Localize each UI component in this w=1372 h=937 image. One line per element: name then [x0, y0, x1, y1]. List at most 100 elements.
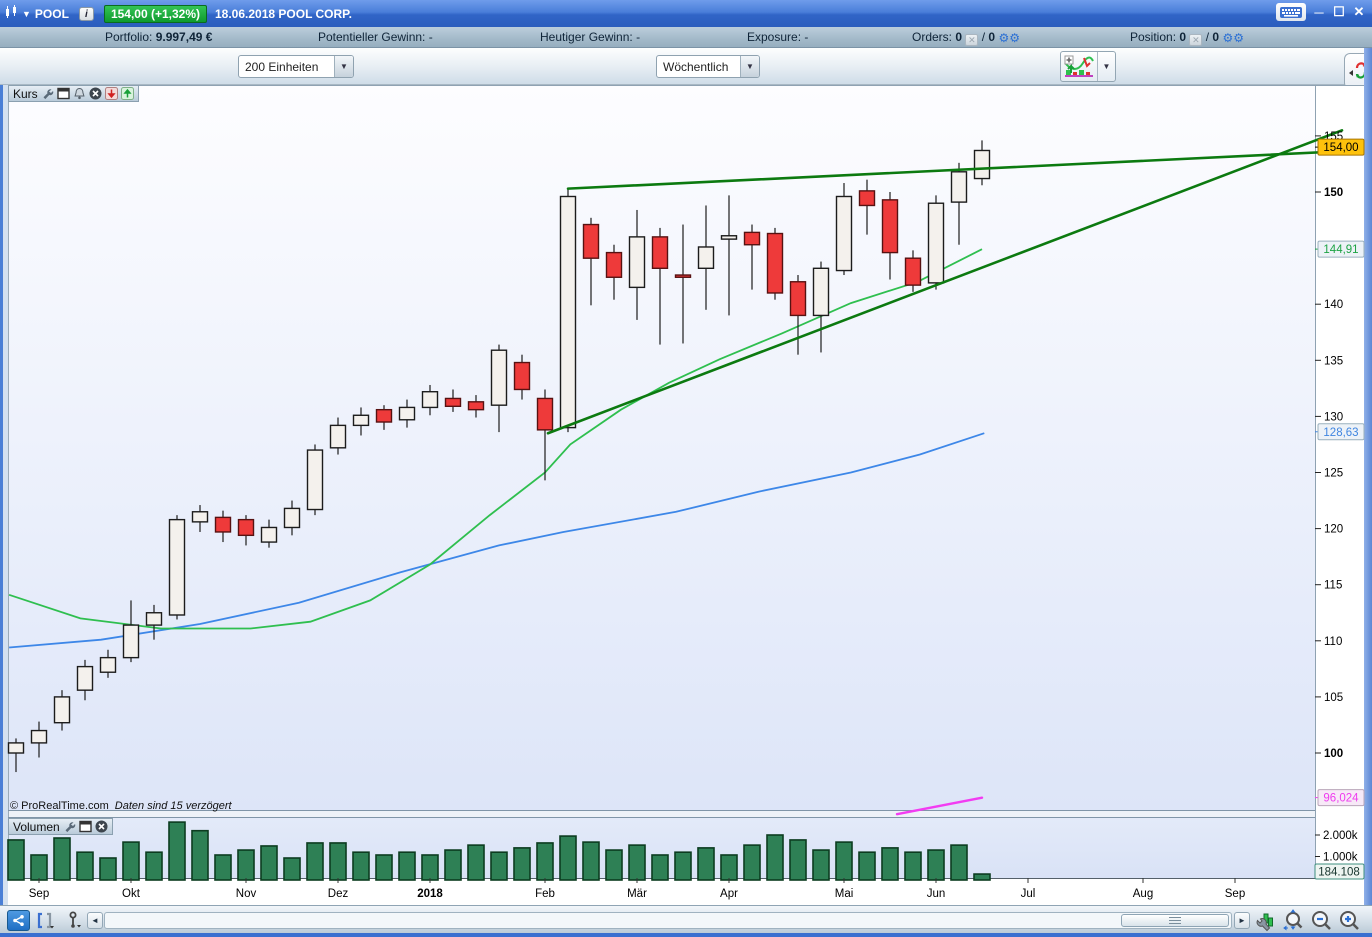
volume-bar [444, 849, 462, 881]
position-settings-gear-icon[interactable]: ⚙⚙ [1222, 31, 1244, 45]
candle-up [490, 349, 508, 406]
price-panel-header: Kurs [8, 85, 139, 102]
price-alert-bell-icon[interactable] [73, 87, 86, 100]
candle-up [720, 235, 738, 240]
candle-up [329, 424, 347, 449]
volume-bar [352, 851, 370, 881]
candle-up [973, 149, 991, 180]
volume-bar [789, 839, 807, 881]
candle-up [927, 202, 945, 284]
share-icon [13, 915, 24, 926]
candle-up [76, 665, 94, 691]
time-axis-background [8, 878, 1364, 905]
month-label: Okt [122, 888, 141, 900]
volume-panel-window-icon[interactable] [79, 820, 92, 833]
units-select-caret-icon[interactable]: ▼ [334, 56, 353, 77]
sell-arrow-icon[interactable] [104, 87, 118, 100]
units-select[interactable]: 200 Einheiten ▼ [238, 55, 354, 78]
volume-bar [973, 873, 991, 881]
link-anchor-icon [69, 911, 81, 928]
volume-panel-label: Volumen [13, 819, 60, 834]
symbol-label[interactable]: POOL [34, 6, 69, 21]
volume-bar [743, 844, 761, 881]
close-button[interactable]: ✕ [1353, 4, 1365, 19]
cancel-orders-icon[interactable]: ✕ [965, 34, 979, 46]
close-position-icon[interactable]: ✕ [1189, 34, 1203, 46]
price-panel-close-icon[interactable] [89, 87, 102, 100]
month-label: Sep [29, 888, 49, 900]
zoom-in-button[interactable] [1336, 909, 1362, 933]
chart-settings-button[interactable] [1250, 909, 1276, 933]
svg-text:128,63: 128,63 [1323, 427, 1358, 439]
candle-down [674, 274, 692, 278]
chart-region: 155 150 140 135 130 125 120 115 110 105 100 154,00 1… [0, 85, 1372, 905]
scrollbar-thumb[interactable] [1121, 914, 1229, 927]
candle-down [605, 251, 623, 278]
zoom-out-button[interactable] [1308, 909, 1334, 933]
volume-panel-close-icon[interactable] [95, 820, 108, 833]
maximize-button[interactable]: ☐ [1333, 4, 1345, 19]
volume-panel-header: Volumen [8, 818, 113, 835]
volume-bar [950, 844, 968, 881]
zoom-in-icon [1340, 911, 1359, 930]
price-panel-window-icon[interactable] [56, 87, 70, 100]
price-tick-label: 100 [1324, 748, 1343, 760]
price-settings-wrench-icon[interactable] [41, 87, 54, 100]
timeframe-select-caret-icon[interactable]: ▼ [740, 56, 759, 77]
candle-up [398, 406, 416, 421]
candle-up [628, 236, 646, 289]
candle-down [789, 281, 807, 317]
zoom-selection-button[interactable] [1280, 909, 1306, 933]
chart-style-button[interactable]: ▼ [1060, 51, 1116, 82]
share-button[interactable] [7, 910, 30, 931]
chart-style-caret-icon[interactable]: ▼ [1102, 62, 1111, 71]
volume-bar [99, 857, 117, 881]
month-label: Feb [535, 888, 555, 900]
volume-bar [168, 821, 186, 881]
status-bar: ◄ ► [0, 905, 1372, 937]
candle-down [467, 401, 485, 411]
price-badge-magenta [1317, 789, 1365, 807]
objects-list-button[interactable] [34, 910, 58, 931]
keyboard-icon[interactable] [1276, 3, 1306, 21]
link-tool-button[interactable] [62, 910, 86, 931]
candle-up [99, 656, 117, 673]
minimize-button[interactable]: ─ [1314, 4, 1324, 20]
volume-bar [421, 854, 439, 881]
window-right-edge [1364, 48, 1372, 905]
svg-text:144,91: 144,91 [1323, 244, 1358, 256]
volume-bar [145, 851, 163, 881]
month-label: Mai [835, 888, 854, 900]
timeframe-select[interactable]: Wöchentlich ▼ [656, 55, 760, 78]
price-tick-label: 130 [1324, 411, 1343, 423]
candle-down [582, 223, 600, 259]
price-tick-label: 120 [1324, 524, 1343, 536]
price-badge-ma_short [1317, 240, 1365, 258]
info-button[interactable]: i [78, 6, 94, 21]
month-label: Apr [720, 888, 738, 900]
volume-bar [720, 854, 738, 881]
buy-arrow-icon[interactable] [120, 87, 134, 100]
volume-bar [467, 844, 485, 881]
thumb-grip-icon [1169, 917, 1181, 924]
wrench-chart-icon [1256, 913, 1273, 932]
candle-up [30, 729, 48, 744]
volume-tick-label: 2.000k [1323, 830, 1358, 842]
scroll-right-button[interactable]: ► [1234, 912, 1250, 929]
price-volume-chart[interactable]: 155150140135130125120115110105100154,001… [0, 85, 1372, 905]
volume-settings-wrench-icon[interactable] [63, 820, 76, 833]
candle-up [145, 612, 163, 626]
portfolio-value: 9.997,49 € [155, 30, 213, 44]
month-label: Sep [1225, 888, 1245, 900]
candle-down [214, 516, 232, 533]
volume-bar [237, 849, 255, 881]
chart-toolbar: 200 Einheiten ▼ Wöchentlich ▼ ▼ [0, 48, 1372, 89]
horizontal-scrollbar[interactable] [104, 912, 1232, 929]
volume-bar [582, 841, 600, 881]
orders-settings-gear-icon[interactable]: ⚙⚙ [998, 31, 1020, 45]
candle-up [559, 195, 577, 429]
month-label: Dez [328, 888, 349, 900]
volume-bar [191, 829, 209, 881]
symbol-dropdown-caret-icon[interactable]: ▼ [22, 8, 31, 19]
scroll-left-button[interactable]: ◄ [87, 912, 103, 929]
